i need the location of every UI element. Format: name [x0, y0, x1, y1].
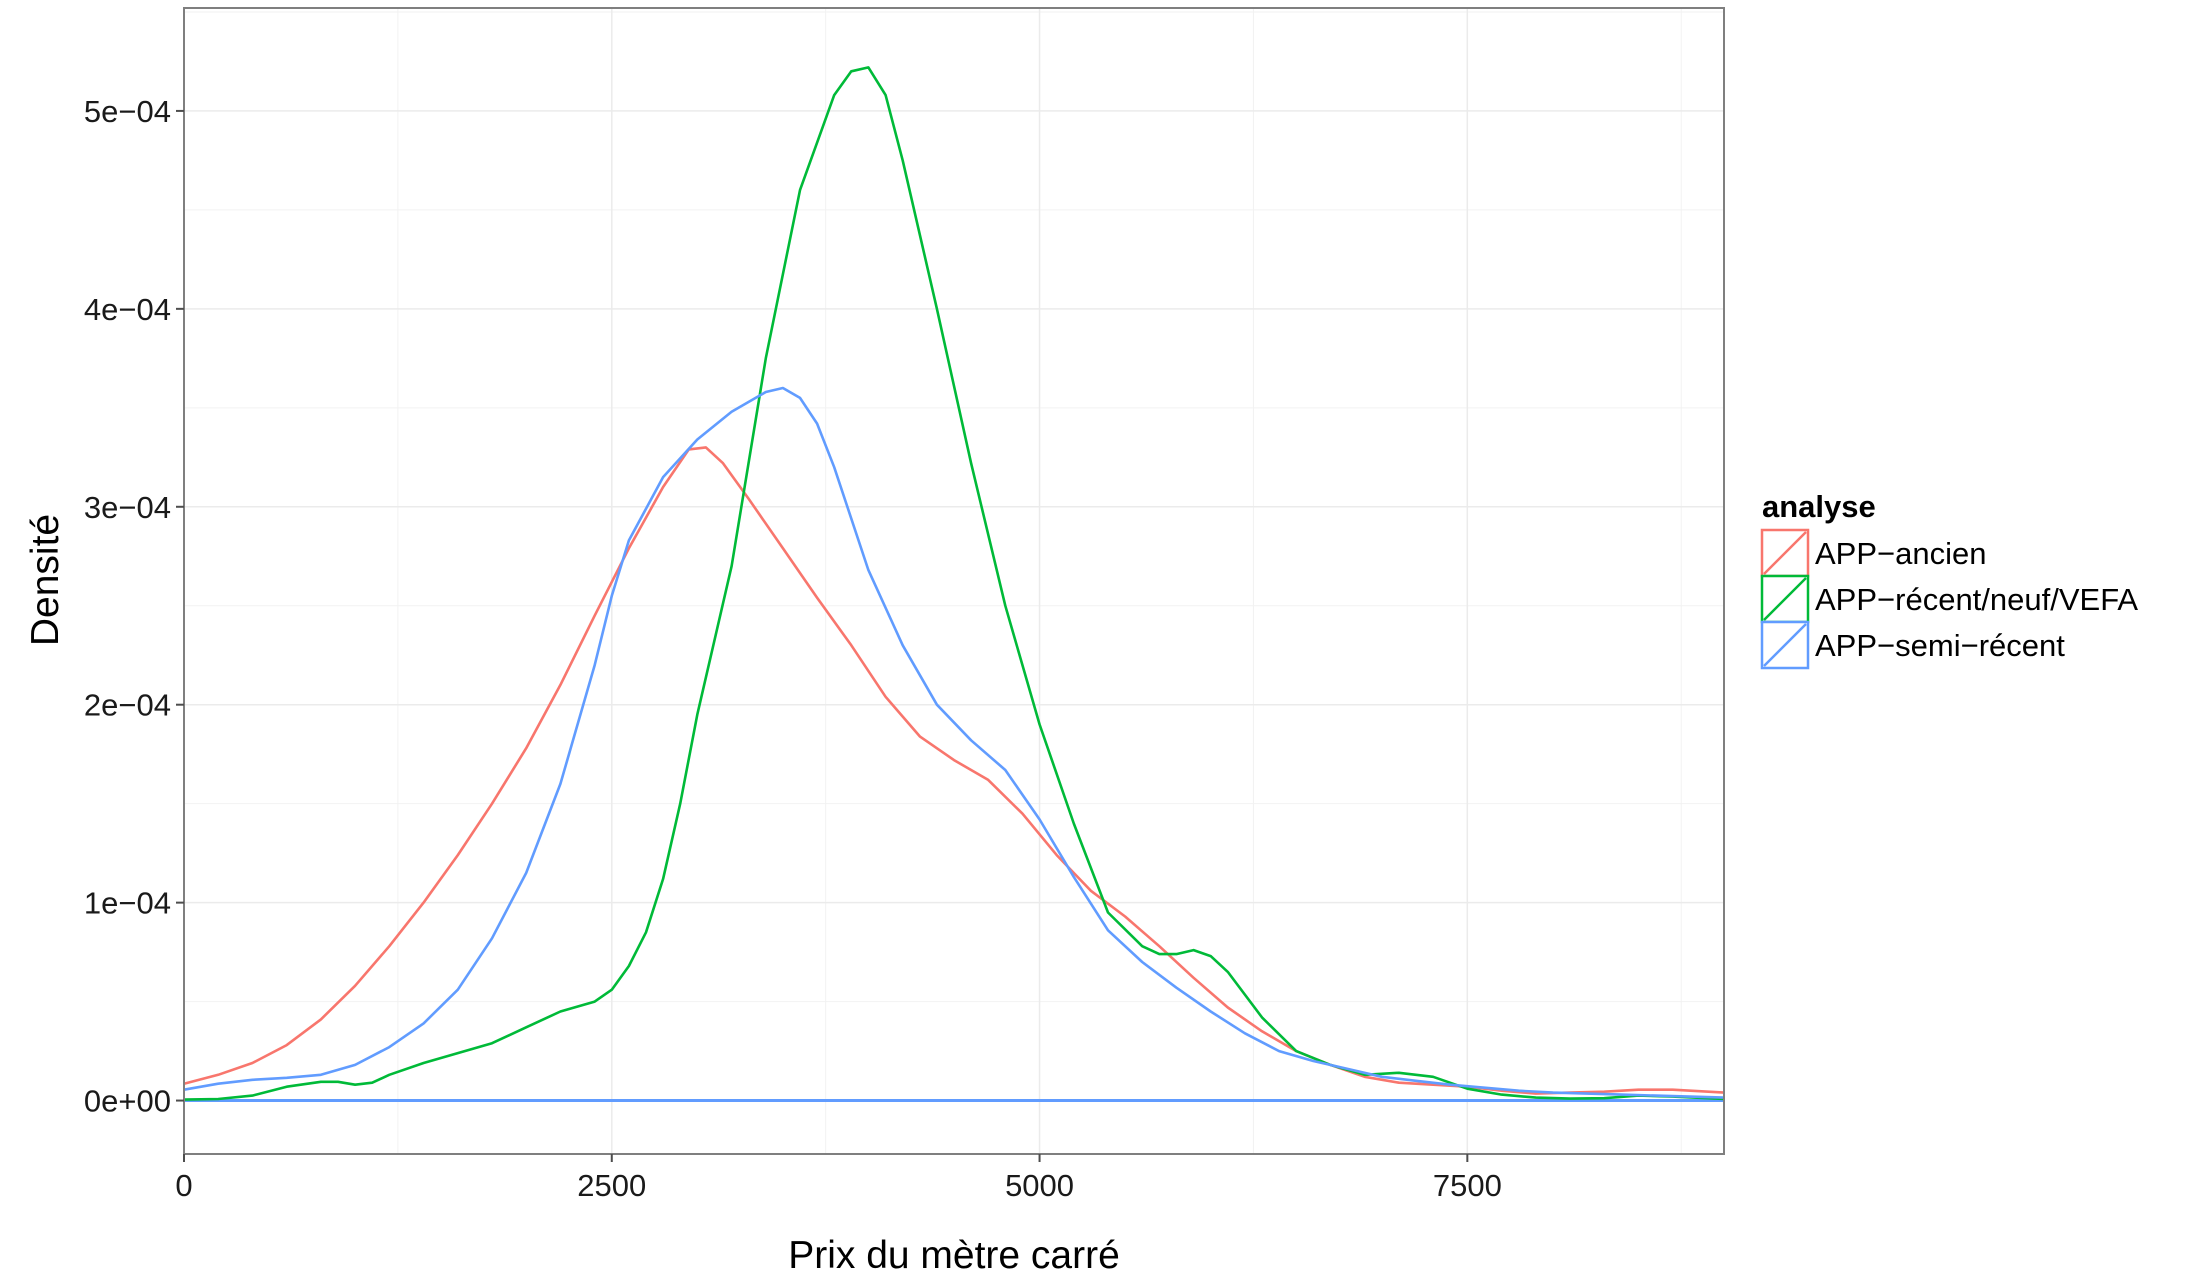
- legend-label: APP−semi−récent: [1815, 628, 2065, 663]
- legend-title: analyse: [1762, 489, 1876, 524]
- y-tick-label: 4e−04: [84, 292, 171, 327]
- plot-panel-border: [183, 7, 1725, 1155]
- y-tick-label: 2e−04: [84, 688, 171, 723]
- series-lines: [183, 66, 1725, 1101]
- y-tick-label: 5e−04: [84, 94, 171, 129]
- legend-item: APP−récent/neuf/VEFA: [1760, 574, 2138, 624]
- x-tick-label: 5000: [1005, 1168, 1074, 1203]
- legend-key-line: [1763, 577, 1807, 621]
- series-line: [183, 66, 1725, 1101]
- plot-panel-background: [184, 8, 1724, 1154]
- y-tick-label: 3e−04: [84, 490, 171, 525]
- x-tick-label: 2500: [577, 1168, 646, 1203]
- legend-key-line: [1763, 623, 1807, 667]
- legend-items: APP−ancien APP−récent/neuf/VEFA APP−semi−r…: [1760, 528, 2138, 670]
- y-axis: 0e+00 1e−04 2e−04 3e−04 4e−04 5e−04: [84, 94, 184, 1119]
- legend: analyse APP−ancienAPP−récent/neuf/VEFAAP…: [1760, 489, 2138, 670]
- legend-label: APP−récent/neuf/VEFA: [1815, 582, 2138, 617]
- x-tick-label: 7500: [1433, 1168, 1502, 1203]
- x-axis: 0 2500 5000 7500: [175, 1154, 1502, 1203]
- x-tick-label: 0: [175, 1168, 192, 1203]
- series-line: [183, 446, 1725, 1095]
- series-line: [183, 386, 1725, 1099]
- y-tick-label: 1e−04: [84, 886, 171, 921]
- legend-item: APP−ancien: [1760, 528, 1986, 578]
- legend-item: APP−semi−récent: [1760, 620, 2065, 670]
- legend-key-line: [1763, 531, 1807, 575]
- x-axis-title: Prix du mètre carré: [788, 1234, 1120, 1277]
- legend-label: APP−ancien: [1815, 536, 1986, 571]
- y-axis-title: Densité: [24, 514, 67, 646]
- y-tick-label: 0e+00: [84, 1084, 171, 1119]
